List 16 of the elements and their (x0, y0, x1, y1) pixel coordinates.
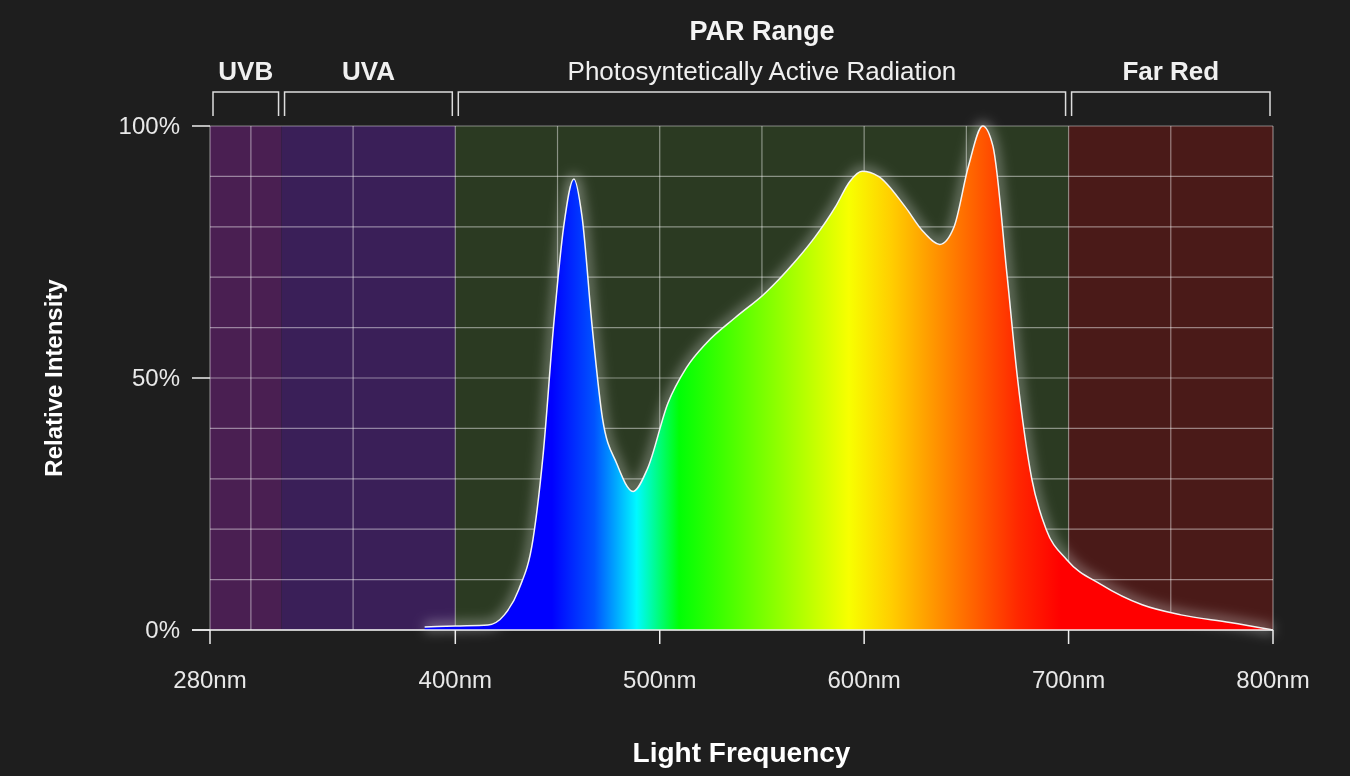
x-axis-title: Light Frequency (632, 737, 851, 768)
band-label: UVB (218, 56, 274, 86)
x-tick-label: 800nm (1236, 666, 1310, 693)
y-tick-label: 50% (131, 364, 180, 392)
x-tick-label: 400nm (418, 666, 492, 693)
y-tick-label: 0% (145, 616, 180, 644)
x-tick-label: 700nm (1031, 666, 1106, 693)
band-label: Far Red (1122, 56, 1220, 86)
x-tick-label: 280nm (173, 666, 247, 693)
band-label: UVA (341, 56, 396, 86)
band-label: Photosyntetically Active Radiation (567, 56, 957, 86)
chart-title: PAR Range (689, 16, 835, 46)
y-tick-label: 100% (118, 112, 180, 140)
x-tick-label: 600nm (827, 666, 901, 693)
y-axis-title: Relative Intensity (40, 278, 67, 477)
x-tick-label: 500nm (623, 666, 697, 693)
